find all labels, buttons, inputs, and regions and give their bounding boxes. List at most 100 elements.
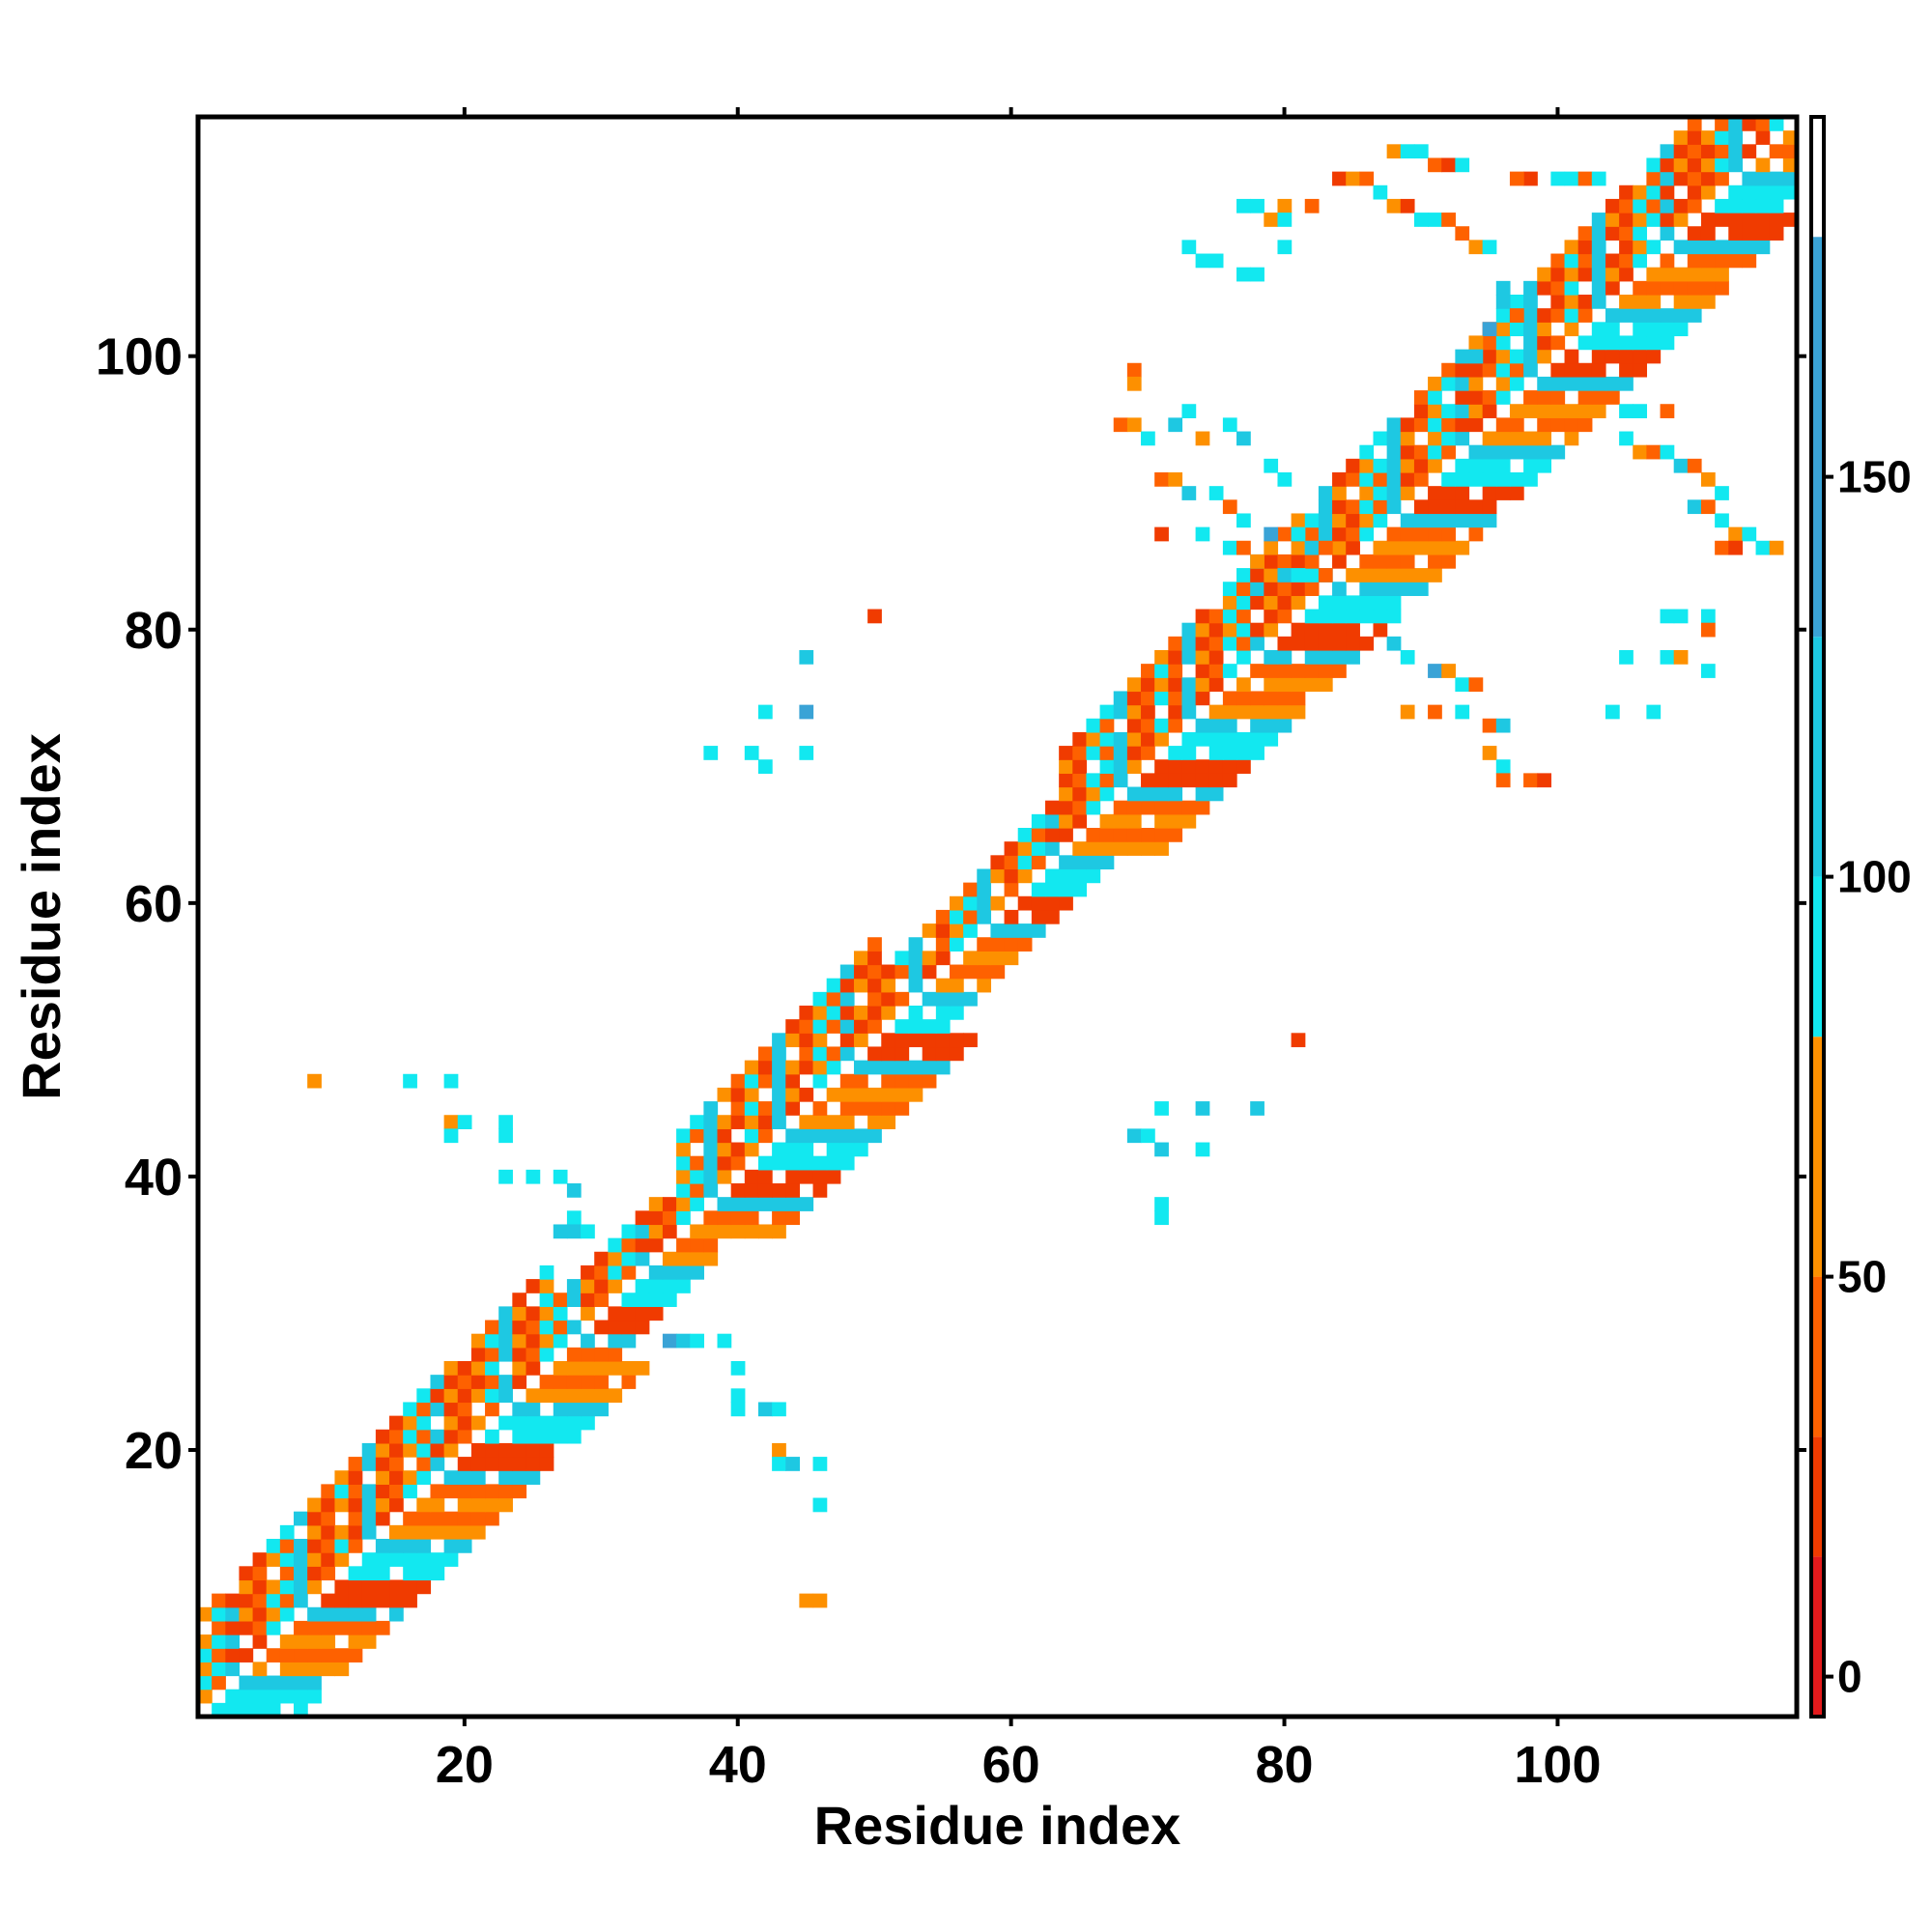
heatmap-cell bbox=[1482, 513, 1497, 528]
heatmap-cell bbox=[1468, 499, 1484, 515]
heatmap-cell bbox=[1304, 568, 1320, 582]
heatmap-cell bbox=[307, 1579, 322, 1595]
heatmap-cell bbox=[594, 1279, 609, 1293]
heatmap-cell bbox=[1468, 513, 1484, 528]
heatmap-cell bbox=[676, 1197, 691, 1211]
heatmap-cell bbox=[1742, 117, 1757, 131]
heatmap-cell bbox=[1619, 349, 1634, 364]
heatmap-cell bbox=[375, 1470, 390, 1485]
heatmap-cell bbox=[1386, 582, 1402, 596]
heatmap-cell bbox=[294, 1511, 308, 1526]
heatmap-cell bbox=[839, 1087, 855, 1102]
heatmap-cell bbox=[457, 1524, 472, 1540]
heatmap-cell bbox=[470, 1361, 486, 1376]
heatmap-cell bbox=[526, 1470, 541, 1485]
heatmap-cell bbox=[1495, 431, 1511, 446]
heatmap-cell bbox=[1482, 240, 1497, 255]
heatmap-cell bbox=[1537, 308, 1551, 323]
heatmap-cell bbox=[1673, 213, 1689, 227]
heatmap-cell bbox=[1264, 677, 1279, 693]
heatmap-cell bbox=[1591, 322, 1606, 337]
heatmap-cell bbox=[1550, 295, 1566, 309]
heatmap-cell bbox=[1564, 404, 1579, 418]
heatmap-cell bbox=[1126, 731, 1142, 747]
heatmap-cell bbox=[908, 951, 923, 966]
heatmap-cell bbox=[470, 1388, 486, 1404]
heatmap-cell bbox=[307, 1524, 322, 1540]
heatmap-cell bbox=[512, 1415, 527, 1431]
heatmap-cell bbox=[1441, 213, 1456, 227]
heatmap-cell bbox=[1072, 773, 1088, 788]
heatmap-cell bbox=[1455, 226, 1470, 241]
heatmap-cell bbox=[757, 1115, 773, 1129]
heatmap-cell bbox=[1619, 213, 1634, 227]
heatmap-cell bbox=[1236, 513, 1251, 528]
heatmap-cell bbox=[772, 1457, 786, 1471]
heatmap-cell bbox=[1208, 636, 1224, 651]
heatmap-cell bbox=[867, 978, 882, 993]
heatmap-cell bbox=[321, 1511, 336, 1526]
heatmap-cell bbox=[1086, 855, 1101, 870]
heatmap-cell bbox=[1400, 417, 1415, 433]
heatmap-cell bbox=[799, 1197, 814, 1211]
heatmap-cell bbox=[443, 1552, 459, 1567]
heatmap-cell bbox=[1168, 677, 1183, 693]
heatmap-cell bbox=[1181, 677, 1197, 693]
heatmap-cell bbox=[361, 1634, 377, 1649]
heatmap-cell bbox=[1428, 431, 1442, 446]
heatmap-cell bbox=[1769, 171, 1784, 186]
heatmap-cell bbox=[1468, 404, 1484, 418]
heatmap-cell bbox=[635, 1306, 650, 1321]
heatmap-cell bbox=[1181, 486, 1197, 500]
heatmap-cell bbox=[389, 1457, 404, 1471]
heatmap-cell bbox=[526, 1169, 541, 1184]
heatmap-cell bbox=[1154, 1197, 1169, 1211]
heatmap-cell bbox=[1523, 431, 1538, 446]
heatmap-cell bbox=[1126, 718, 1142, 733]
heatmap-cell bbox=[949, 937, 964, 952]
heatmap-cell bbox=[1373, 185, 1388, 200]
heatmap-cell bbox=[757, 1073, 773, 1089]
heatmap-cell bbox=[757, 1224, 773, 1239]
heatmap-cell bbox=[498, 1375, 513, 1389]
heatmap-cell bbox=[1413, 540, 1429, 555]
heatmap-cell bbox=[826, 1128, 841, 1144]
heatmap-cell bbox=[1099, 786, 1115, 802]
heatmap-cell bbox=[375, 1497, 390, 1513]
heatmap-cell bbox=[1400, 513, 1415, 528]
heatmap-cell bbox=[566, 1402, 582, 1417]
heatmap-cell bbox=[1400, 540, 1415, 555]
heatmap-cell bbox=[717, 1333, 732, 1349]
heatmap-cell bbox=[1413, 526, 1429, 542]
heatmap-cell bbox=[1700, 609, 1716, 624]
heatmap-cell bbox=[1468, 349, 1484, 364]
heatmap-cell bbox=[1782, 185, 1798, 200]
heatmap-cell bbox=[1700, 185, 1716, 200]
heatmap-cell bbox=[485, 1333, 499, 1349]
heatmap-cell bbox=[963, 923, 978, 938]
heatmap-cell bbox=[1154, 650, 1169, 665]
heatmap-cell bbox=[703, 1142, 719, 1157]
heatmap-cell bbox=[1495, 773, 1511, 788]
heatmap-cell bbox=[1168, 746, 1183, 760]
heatmap-cell bbox=[212, 1662, 226, 1677]
heatmap-cell bbox=[867, 937, 882, 952]
heatmap-cell bbox=[1141, 746, 1155, 760]
heatmap-cell bbox=[279, 1593, 295, 1608]
heatmap-cell bbox=[1633, 253, 1648, 269]
heatmap-cell bbox=[1126, 746, 1142, 760]
heatmap-cell bbox=[430, 1388, 445, 1404]
heatmap-cell bbox=[443, 1361, 459, 1376]
heatmap-cell bbox=[403, 1511, 417, 1526]
heatmap-cell bbox=[1017, 937, 1033, 952]
heatmap-cell bbox=[1386, 486, 1402, 500]
heatmap-cell bbox=[1428, 499, 1442, 515]
heatmap-cell bbox=[566, 1210, 582, 1226]
heatmap-cell bbox=[416, 1402, 432, 1417]
heatmap-cell bbox=[294, 1702, 308, 1718]
heatmap-cell bbox=[853, 1128, 868, 1144]
heatmap-cell bbox=[1250, 198, 1264, 213]
heatmap-cell bbox=[1386, 198, 1402, 213]
heatmap-cell bbox=[1208, 773, 1224, 788]
heatmap-cell bbox=[635, 1210, 650, 1226]
